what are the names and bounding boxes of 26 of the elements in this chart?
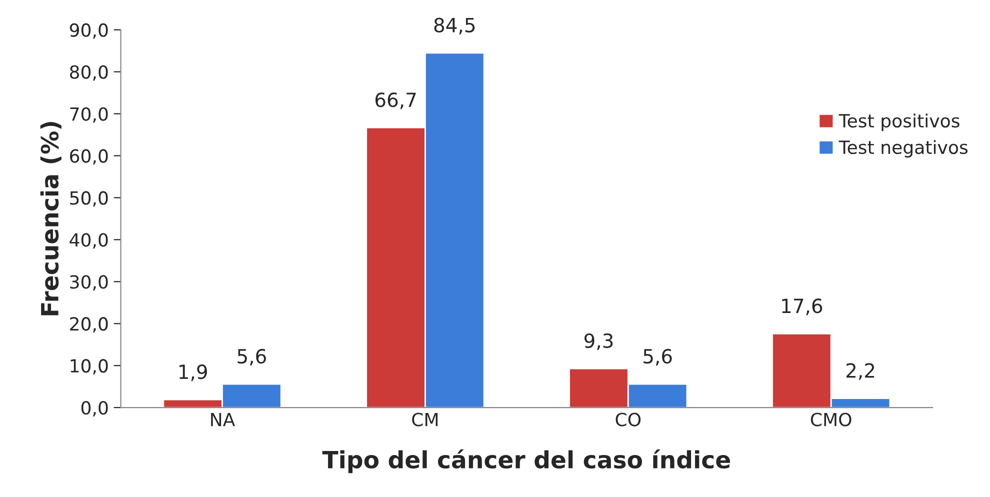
data-label: 5,6 (238, 348, 266, 366)
data-label: 2,2 (846, 363, 874, 380)
y-tick-label: 30,0 (70, 275, 108, 291)
x-tick-label: CO (616, 412, 641, 426)
x-tick-label: NA (211, 412, 236, 426)
y-tick-label: 70,0 (70, 107, 108, 123)
y-tick-label: 80,0 (70, 65, 108, 81)
legend-label: Test negativos (838, 140, 968, 158)
data-label: 66,7 (375, 92, 416, 110)
data-label: 9,3 (584, 333, 613, 350)
data-label: 84,5 (434, 18, 475, 34)
x-tick-label: CMO (810, 412, 852, 426)
y-tick-label: 50,0 (70, 191, 108, 207)
x-tick-label: CM (412, 412, 438, 426)
y-tick-label: 90,0 (70, 23, 108, 39)
data-label: 5,6 (644, 348, 672, 366)
y-tick-label: 0,0 (81, 401, 108, 416)
y-tick-label: 60,0 (70, 149, 108, 165)
y-tick-label: 10,0 (70, 359, 108, 375)
y-tick-label: 40,0 (70, 233, 108, 249)
data-label: 1,9 (180, 364, 207, 382)
data-label: 17,6 (782, 298, 822, 316)
x-axis-title: Tipo del cáncer del caso índice (322, 449, 730, 474)
legend-label: Test positivos (838, 114, 960, 132)
y-tick-label: 20,0 (70, 317, 108, 333)
y-axis-title: Frecuencia (%) (40, 122, 62, 316)
